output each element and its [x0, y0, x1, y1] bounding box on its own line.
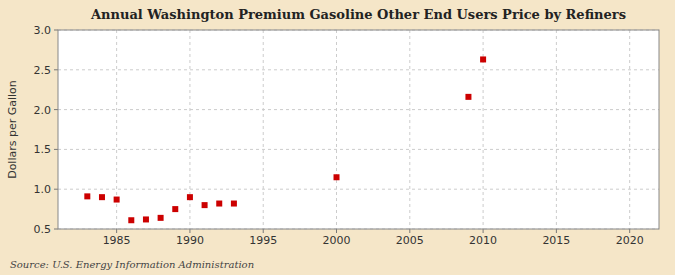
grid-line — [409, 30, 410, 229]
tick — [54, 30, 58, 31]
grid-line — [336, 30, 337, 229]
tick-label: 2020 — [616, 234, 644, 247]
grid-line — [58, 109, 659, 110]
frame — [58, 30, 659, 229]
point — [480, 56, 486, 62]
tick-label: 2015 — [542, 234, 570, 247]
point — [202, 202, 208, 208]
title: Annual Washington Premium Gasoline Other… — [90, 7, 626, 22]
tick-label: 1990 — [176, 234, 204, 247]
tick — [54, 109, 58, 110]
tick-label: 1.5 — [34, 143, 52, 156]
point — [99, 194, 105, 200]
tick — [116, 229, 117, 233]
grid-line — [263, 30, 264, 229]
point — [334, 174, 340, 180]
grid — [58, 30, 659, 229]
tick-label: 2.0 — [34, 104, 52, 117]
grid-line — [58, 69, 659, 70]
tick-label: 0.5 — [34, 223, 52, 236]
tick-label: 2005 — [396, 234, 424, 247]
tick — [556, 229, 557, 233]
tick — [54, 149, 58, 150]
tick-label: 3.0 — [34, 24, 52, 37]
point — [128, 217, 134, 223]
tick — [336, 229, 337, 233]
point — [172, 206, 178, 212]
tick — [629, 229, 630, 233]
tick-label: 2.5 — [34, 64, 52, 77]
tick — [54, 189, 58, 190]
tick-label: 2010 — [469, 234, 497, 247]
grid-line — [58, 189, 659, 190]
point — [187, 194, 193, 200]
grid-line — [58, 149, 659, 150]
tick — [54, 229, 58, 230]
tick — [54, 69, 58, 70]
point — [216, 201, 222, 207]
point — [143, 216, 149, 222]
tick — [189, 229, 190, 233]
grid-line — [556, 30, 557, 229]
points — [84, 56, 486, 223]
tick — [483, 229, 484, 233]
plot-area — [58, 30, 659, 229]
grid-line — [629, 30, 630, 229]
point — [84, 193, 90, 199]
point — [465, 94, 471, 100]
tick — [263, 229, 264, 233]
chart: 1985 1990 1995 2000 2005 2010 2015 2020 0.5 1.0 1.… — [0, 0, 675, 275]
background — [0, 0, 675, 275]
y-axis-label: Dollars per Gallon — [6, 80, 19, 179]
tick-label: 2000 — [323, 234, 351, 247]
tick-label: 1.0 — [34, 183, 52, 196]
point — [158, 215, 164, 221]
point — [231, 201, 237, 207]
tick-label: 1995 — [249, 234, 277, 247]
tick-label: 1985 — [103, 234, 131, 247]
tick — [409, 229, 410, 233]
point — [114, 197, 120, 203]
source: Source: U.S. Energy Information Administ… — [10, 259, 254, 270]
axes: 1985 1990 1995 2000 2005 2010 2015 2020 0.5 1.0 1.… — [34, 24, 644, 247]
